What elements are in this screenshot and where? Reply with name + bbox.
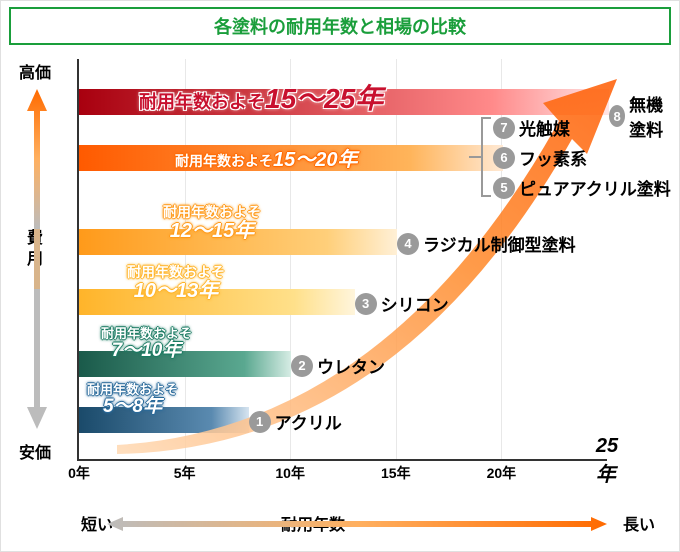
paint-name: シリコン: [381, 291, 449, 316]
paint-name: 無機塗料: [629, 91, 679, 141]
x-tick-label: 10年: [275, 463, 305, 483]
paint-name: ラジカル制御型塗料: [423, 231, 576, 256]
gridline: [396, 59, 397, 459]
chart-frame: 各塗料の耐用年数と相場の比較 高価 費用 安価 0年 5年 10年 15年 20…: [0, 0, 680, 552]
rank-circle: 4: [397, 233, 419, 255]
bracket-stem: [469, 156, 481, 158]
paint-name: ピュアアクリル塗料: [519, 175, 671, 200]
y-label-high: 高価: [7, 59, 63, 83]
title-bar: 各塗料の耐用年数と相場の比較: [9, 7, 671, 45]
x-label-long: 長い: [623, 511, 655, 535]
x-tick-label: 20年: [487, 463, 517, 483]
x-tick-label: 5年: [174, 463, 196, 483]
x-tick-label: 15年: [381, 463, 411, 483]
bracket-icon: [481, 117, 491, 197]
gridline: [185, 59, 186, 459]
rank-circle: 8: [609, 105, 625, 127]
paint-label: 4ラジカル制御型塗料: [397, 231, 576, 256]
x-tick-label: 25年: [596, 435, 618, 487]
rank-circle: 3: [355, 293, 377, 315]
paint-label: 5ピュアアクリル塗料: [493, 175, 671, 200]
y-label-low: 安価: [7, 439, 63, 463]
paint-label: 7光触媒: [493, 115, 570, 140]
paint-label: 1アクリル: [249, 409, 342, 434]
bar-duration-label: 耐用年数およそ7～10年: [101, 327, 192, 362]
rank-circle: 6: [493, 147, 515, 169]
bar-duration-label: 耐用年数およそ10～13年: [127, 265, 225, 302]
paint-label: 3シリコン: [355, 291, 449, 316]
paint-label: 2ウレタン: [291, 353, 385, 378]
bar-duration-label: 耐用年数およそ5～8年: [87, 383, 178, 418]
paint-name: フッ素系: [519, 145, 587, 170]
paint-name: ウレタン: [317, 353, 385, 378]
rank-circle: 7: [493, 117, 515, 139]
paint-label: 8無機塗料: [609, 91, 679, 141]
y-axis-arrow-icon: [25, 89, 49, 429]
bar-duration-label: 耐用年数およそ15～25年: [139, 77, 383, 117]
rank-circle: 1: [249, 411, 271, 433]
chart-title: 各塗料の耐用年数と相場の比較: [214, 17, 466, 37]
gridline: [290, 59, 291, 459]
x-axis-arrow-icon: [107, 515, 607, 533]
rank-circle: 2: [291, 355, 313, 377]
x-tick-label: 0年: [68, 463, 90, 483]
rank-circle: 5: [493, 177, 515, 199]
paint-name: 光触媒: [519, 115, 570, 140]
paint-label: 6フッ素系: [493, 145, 587, 170]
paint-name: アクリル: [275, 409, 342, 434]
bar-duration-label: 耐用年数およそ15～20年: [175, 143, 358, 172]
bar-duration-label: 耐用年数およそ12～15年: [163, 205, 261, 242]
